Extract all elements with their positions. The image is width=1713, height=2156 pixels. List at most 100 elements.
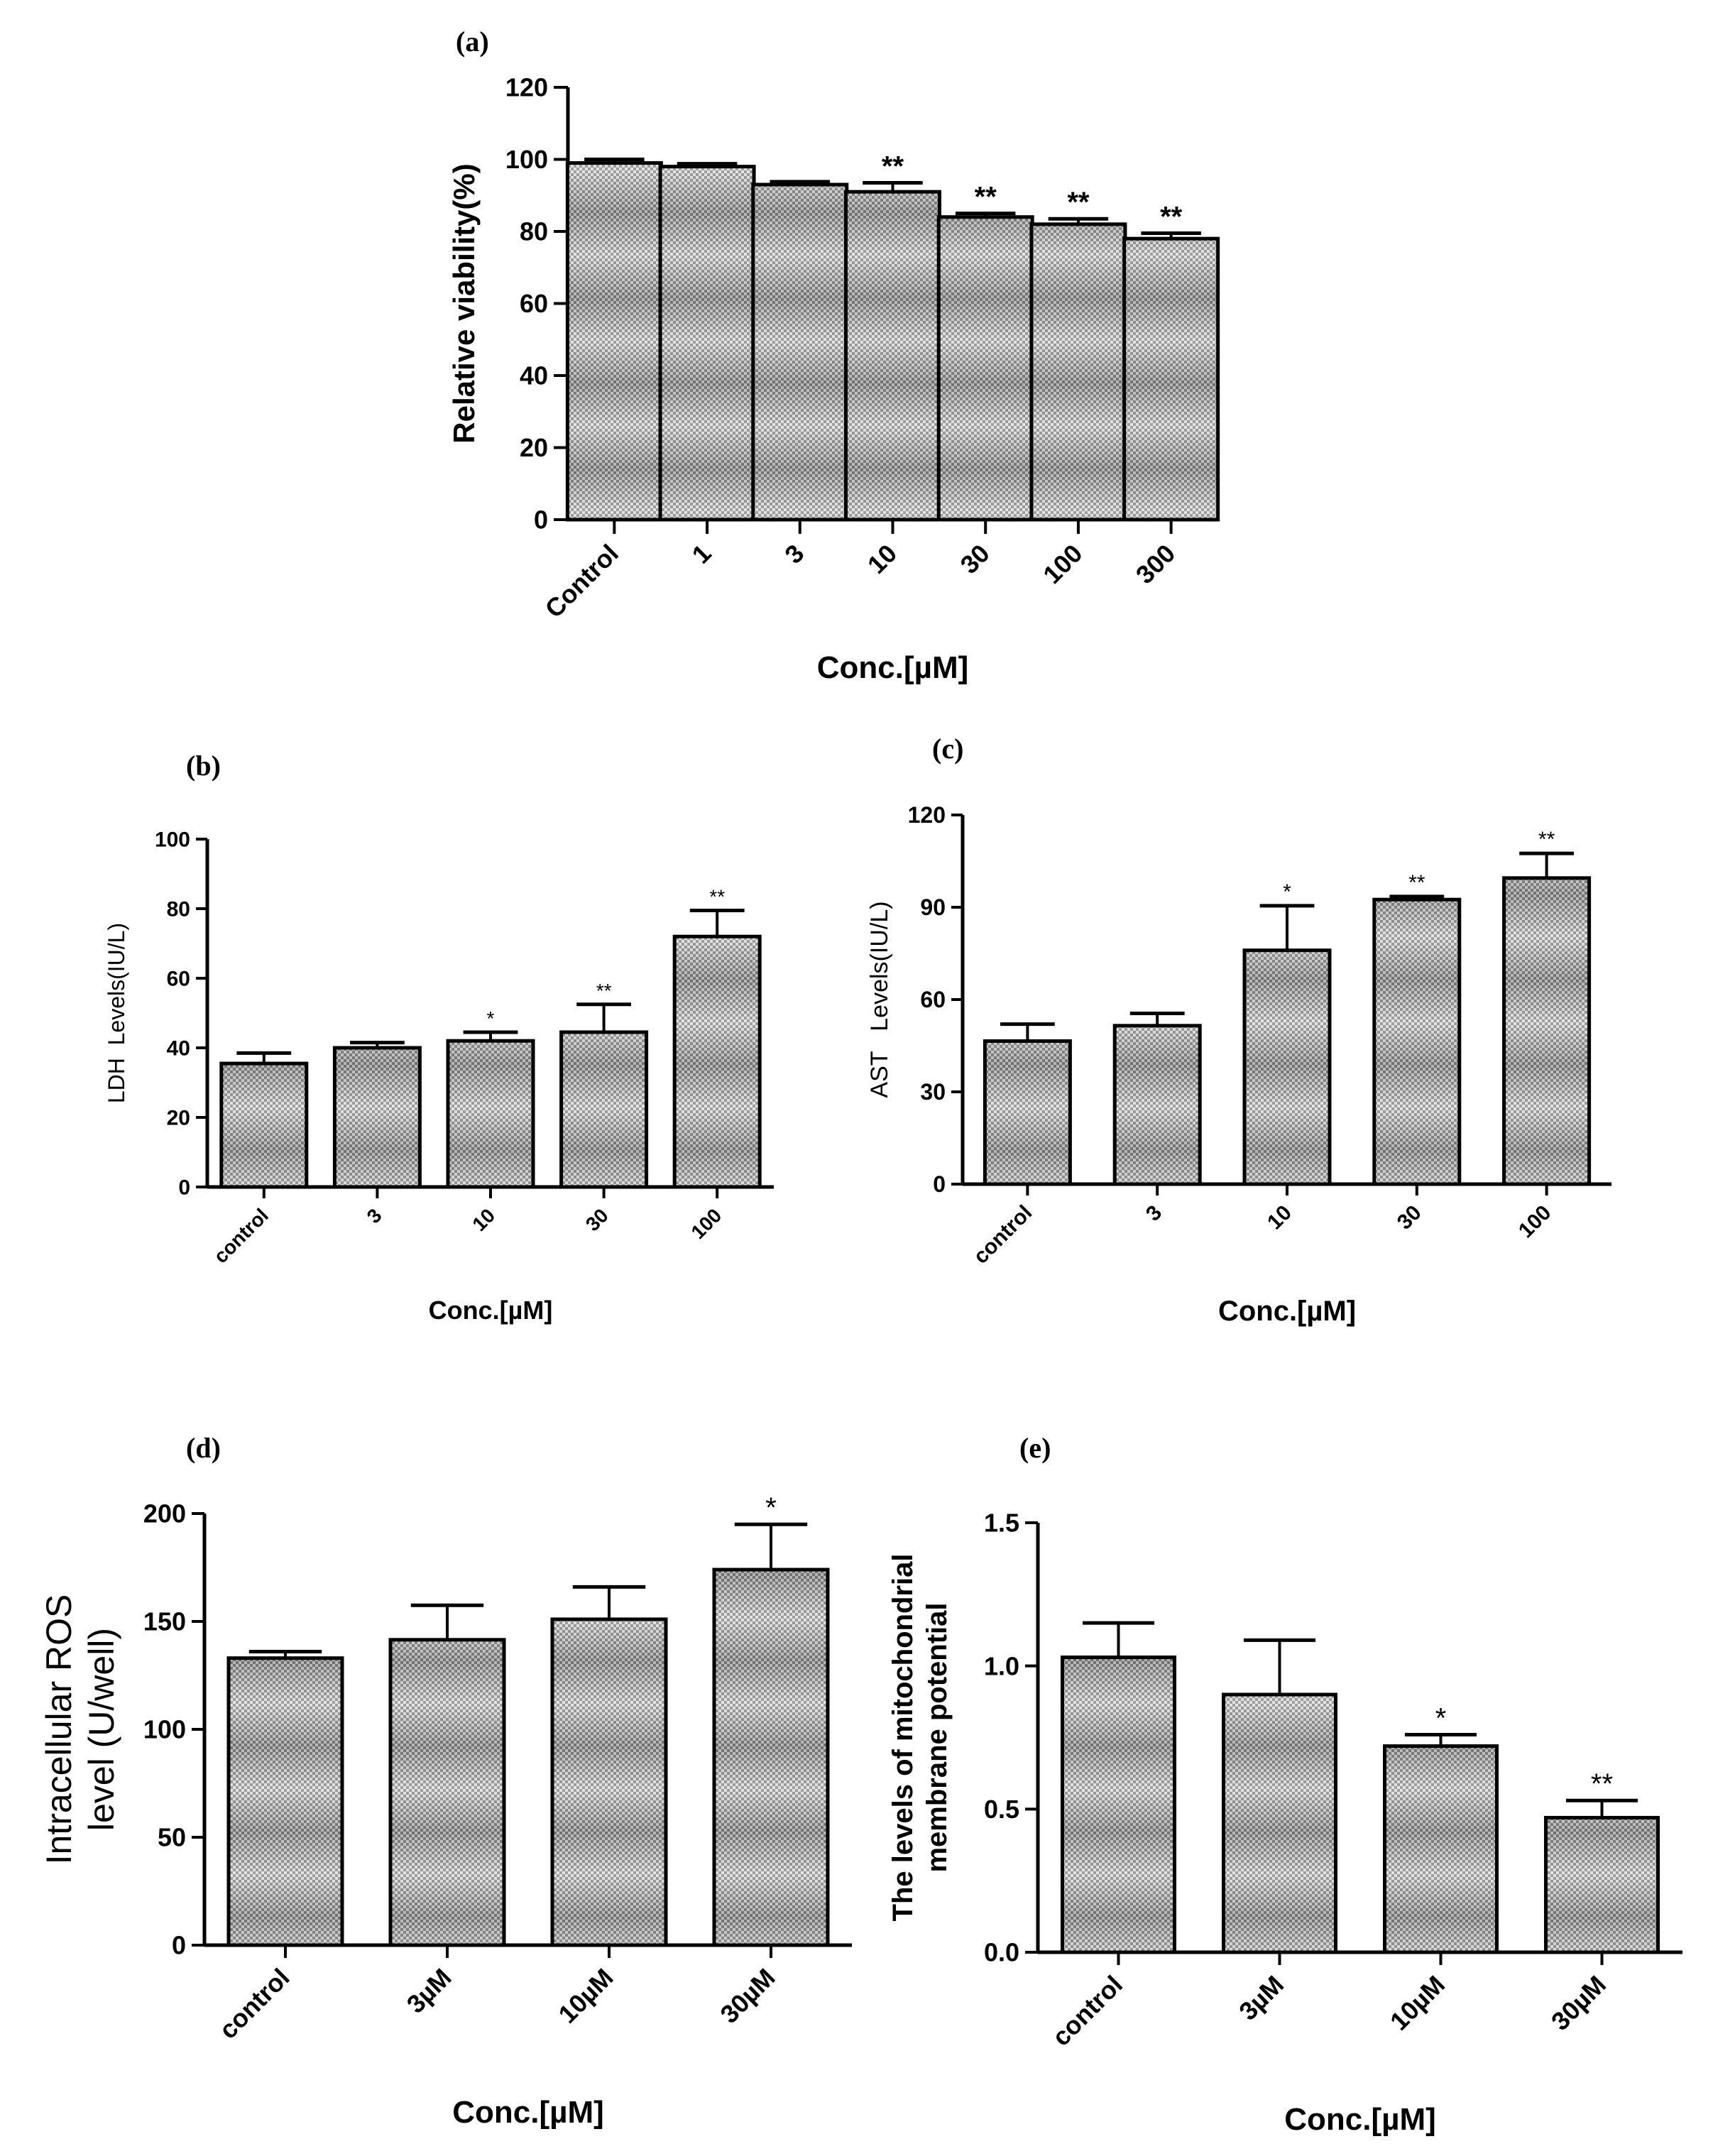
bar-texture (674, 936, 760, 1187)
x-axis-label: Conc.[µM] (817, 650, 969, 685)
chart-panel-d: (d) 0 50 100 150 200 control 3µM 10µM * 30µM Conc.[… (39, 1432, 852, 2130)
y-axis-label: The levels of mitochondrial (887, 1554, 919, 1922)
bar-texture (938, 217, 1033, 520)
significance-marker: * (765, 1492, 777, 1523)
y-tick-label: 40 (520, 361, 548, 390)
x-tick-label: 1 (686, 539, 717, 569)
y-axis-label: AST Levels(IU/L) (866, 901, 893, 1098)
chart-panel-c: (c) 0 30 60 90 120 control 3 * 10 ** 30 ** 100 Conc.[µ… (866, 733, 1611, 1327)
y-tick-label: 30 (920, 1079, 946, 1105)
bar-texture (1031, 224, 1125, 520)
y-tick-label: 100 (155, 828, 190, 852)
y-tick-label: 120 (505, 73, 548, 102)
y-tick-label: 0.5 (984, 1795, 1019, 1824)
x-tick-label: 30 (1393, 1201, 1426, 1235)
chart-panel-a: (a) 0 20 40 60 80 100 120 Control 1 3 ** 10 ** 30 ** 100… (447, 26, 1220, 685)
y-tick-label: 60 (520, 289, 548, 318)
bar-texture (221, 1063, 307, 1187)
panel-label: (e) (1019, 1432, 1051, 1464)
x-tick-label: 3µM (1233, 1970, 1289, 2026)
y-tick-label: 0 (178, 1176, 190, 1200)
x-tick-label: 30µM (714, 1963, 780, 2029)
bar-texture (1384, 1746, 1497, 1952)
x-tick-label: 300 (1130, 539, 1181, 589)
significance-marker: ** (975, 182, 997, 213)
bar-texture (845, 192, 940, 520)
panel-label: (c) (932, 733, 963, 765)
significance-marker: ** (1591, 1768, 1613, 1800)
x-axis-label: Conc.[µM] (1218, 1296, 1356, 1327)
significance-marker: ** (882, 151, 904, 182)
bar-texture (714, 1570, 828, 1945)
y-axis-label: LDH Levels(IU/L) (104, 923, 129, 1103)
x-tick-label: control (209, 1204, 273, 1267)
bar-texture (448, 1041, 533, 1187)
significance-marker: * (487, 1007, 495, 1029)
bar-texture (660, 166, 755, 520)
y-tick-label: 1.0 (984, 1651, 1019, 1680)
x-tick-label: control (213, 1963, 295, 2045)
significance-marker: ** (1067, 187, 1090, 218)
x-tick-label: 30µM (1545, 1970, 1611, 2036)
y-tick-label: 0 (534, 505, 548, 535)
y-tick-label: 0 (933, 1171, 946, 1197)
bar-texture (1504, 877, 1589, 1184)
y-tick-label: 20 (520, 433, 548, 462)
x-axis-label: Conc.[µM] (429, 1296, 553, 1325)
bar-texture (985, 1041, 1071, 1184)
x-tick-label: 3µM (401, 1963, 457, 2019)
x-tick-label: control (1046, 1970, 1128, 2052)
y-tick-label: 0 (172, 1931, 186, 1960)
significance-marker: * (1435, 1702, 1447, 1734)
significance-marker: * (1283, 880, 1291, 904)
bar-texture (1545, 1817, 1658, 1952)
x-tick-label: 100 (686, 1204, 726, 1243)
y-tick-label: 40 (167, 1037, 190, 1061)
bar-texture (1374, 899, 1460, 1184)
y-tick-label: 90 (920, 894, 946, 920)
x-axis-label: Conc.[µM] (452, 2095, 604, 2130)
x-tick-label: Control (540, 539, 624, 623)
bar-texture (1115, 1025, 1200, 1184)
bar-texture (561, 1032, 647, 1187)
x-tick-label: control (969, 1201, 1036, 1269)
x-tick-label: 100 (1514, 1201, 1556, 1243)
panel-label: (a) (456, 26, 489, 58)
significance-marker: ** (596, 980, 612, 1002)
significance-marker: ** (1408, 871, 1425, 894)
y-tick-label: 100 (143, 1715, 186, 1744)
y-tick-label: 50 (158, 1823, 186, 1852)
bar-texture (552, 1619, 666, 1945)
y-tick-label: 60 (167, 968, 190, 991)
bar-texture (567, 163, 662, 520)
bar-texture (1062, 1657, 1175, 1952)
panel-label: (b) (186, 750, 221, 782)
significance-marker: ** (709, 885, 725, 907)
y-axis-label: level (U/well) (82, 1628, 121, 1831)
x-tick-label: 10µM (552, 1963, 618, 2029)
x-axis-label: Conc.[µM] (1284, 2102, 1436, 2137)
x-tick-label: 3 (779, 539, 809, 569)
panel-label: (d) (186, 1432, 221, 1464)
x-tick-label: 3 (1142, 1201, 1166, 1226)
x-tick-label: 10µM (1384, 1970, 1450, 2036)
x-tick-label: 30 (955, 539, 995, 579)
y-axis-label: Intracellular ROS (39, 1594, 79, 1865)
y-axis-label: Relative viability(%) (447, 163, 481, 443)
y-tick-label: 80 (167, 898, 190, 921)
y-tick-label: 60 (920, 987, 946, 1012)
bar-texture (229, 1658, 342, 1945)
x-tick-label: 100 (1037, 539, 1088, 589)
x-tick-label: 3 (363, 1204, 386, 1227)
y-tick-label: 150 (143, 1607, 186, 1636)
bar-texture (1244, 950, 1330, 1184)
y-tick-label: 120 (908, 802, 946, 828)
x-tick-label: 10 (1263, 1201, 1296, 1235)
bar-texture (334, 1048, 420, 1187)
y-tick-label: 20 (167, 1107, 190, 1130)
x-tick-label: 10 (468, 1204, 499, 1235)
y-axis-label: membrane potential (921, 1602, 953, 1872)
bar-texture (752, 185, 847, 520)
y-tick-label: 1.5 (984, 1509, 1019, 1538)
